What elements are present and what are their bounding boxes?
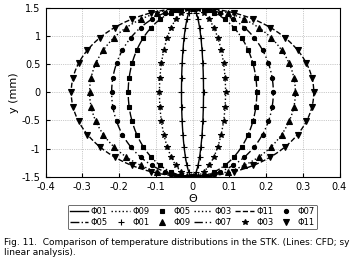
Text: Fig. 11.  Comparison of temperature distributions in the STK. (Lines: CFD; symbo: Fig. 11. Comparison of temperature distr… xyxy=(4,238,350,257)
Legend: Φ01, Φ05, Φ09, Φ01, Φ05, Φ09, Φ03, Φ07, Φ11, Φ03, Φ07, Φ11: Φ01, Φ05, Φ09, Φ01, Φ05, Φ09, Φ03, Φ07, … xyxy=(68,205,317,229)
X-axis label: Θ: Θ xyxy=(188,194,197,204)
Y-axis label: y (mm): y (mm) xyxy=(9,72,19,113)
